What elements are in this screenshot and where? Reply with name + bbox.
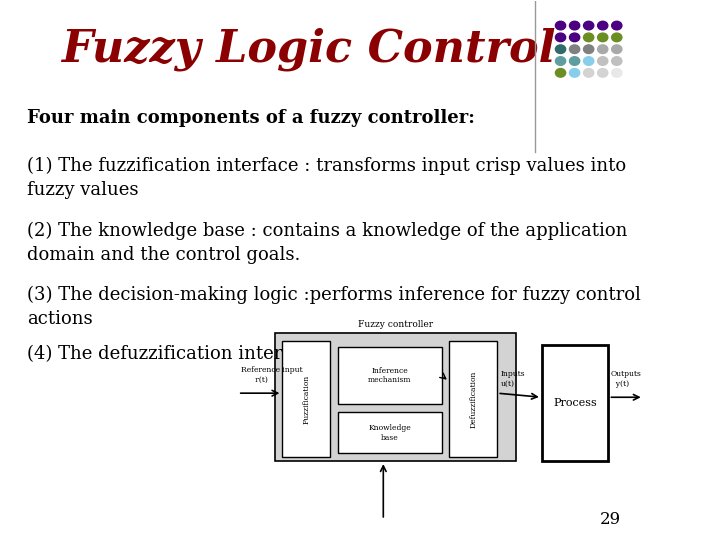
Circle shape <box>570 33 580 42</box>
Circle shape <box>612 69 622 77</box>
Circle shape <box>598 69 608 77</box>
Circle shape <box>598 57 608 65</box>
Bar <box>338 347 441 404</box>
Circle shape <box>612 57 622 65</box>
Bar <box>338 412 441 453</box>
Circle shape <box>570 69 580 77</box>
Text: Fuzzy controller: Fuzzy controller <box>358 320 433 329</box>
Text: (2) The knowledge base : contains a knowledge of the application
domain and the : (2) The knowledge base : contains a know… <box>27 221 627 264</box>
Text: Process: Process <box>553 398 597 408</box>
Text: (4) The defuzzification interface: (4) The defuzzification interface <box>27 345 320 363</box>
Text: (1) The fuzzification interface : transforms input crisp values into
fuzzy value: (1) The fuzzification interface : transf… <box>27 157 626 199</box>
Bar <box>275 333 516 461</box>
Text: Defuzzification: Defuzzification <box>469 370 477 428</box>
Circle shape <box>555 45 566 53</box>
Circle shape <box>555 57 566 65</box>
Circle shape <box>555 33 566 42</box>
Circle shape <box>583 21 594 30</box>
Bar <box>541 345 608 461</box>
Text: Four main components of a fuzzy controller:: Four main components of a fuzzy controll… <box>27 109 474 127</box>
Text: (3) The decision-making logic :performs inference for fuzzy control
actions: (3) The decision-making logic :performs … <box>27 286 641 328</box>
Circle shape <box>612 33 622 42</box>
Circle shape <box>570 21 580 30</box>
Text: 29: 29 <box>600 511 621 528</box>
Bar <box>282 341 330 457</box>
Circle shape <box>598 33 608 42</box>
Circle shape <box>612 45 622 53</box>
Circle shape <box>612 21 622 30</box>
Text: Outputs
  y(t): Outputs y(t) <box>611 370 642 388</box>
Text: Reference input
      r(t): Reference input r(t) <box>241 366 302 383</box>
Circle shape <box>555 69 566 77</box>
Circle shape <box>598 21 608 30</box>
Text: Fuzzy Logic Control: Fuzzy Logic Control <box>61 28 555 71</box>
Circle shape <box>583 69 594 77</box>
Circle shape <box>570 57 580 65</box>
Circle shape <box>598 45 608 53</box>
Text: Fuzzification: Fuzzification <box>302 374 310 423</box>
Text: Inference
mechanism: Inference mechanism <box>368 367 412 384</box>
Bar <box>449 341 498 457</box>
Circle shape <box>583 33 594 42</box>
Circle shape <box>570 45 580 53</box>
Text: Inputs
u(t): Inputs u(t) <box>500 370 525 388</box>
Circle shape <box>555 21 566 30</box>
Circle shape <box>583 45 594 53</box>
Circle shape <box>583 57 594 65</box>
Text: Knowledge
base: Knowledge base <box>369 424 411 442</box>
